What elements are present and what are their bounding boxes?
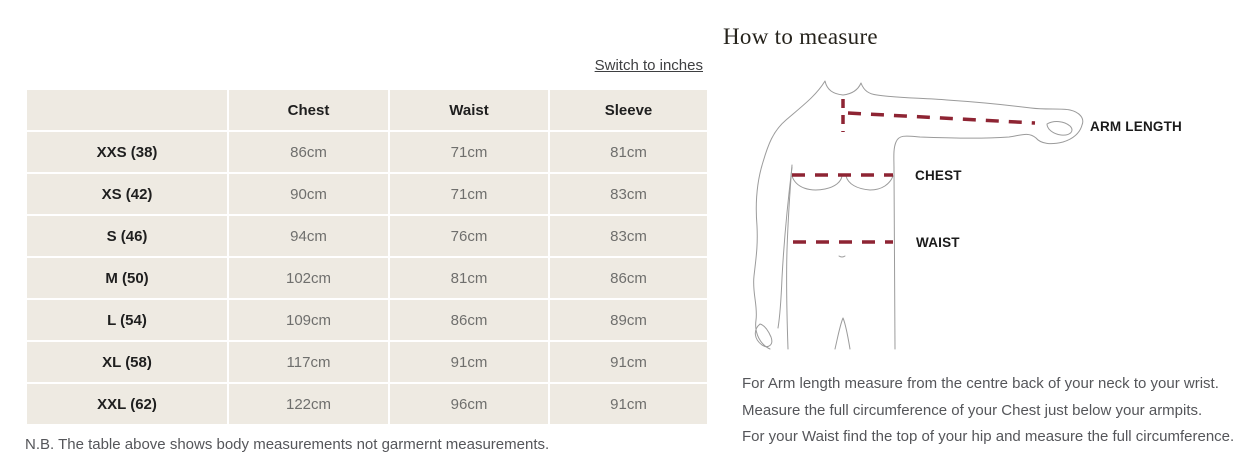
leg-split <box>834 317 851 350</box>
chest-label: CHEST <box>915 168 962 183</box>
table-row-s: S (46) 94cm 76cm 83cm <box>27 216 707 256</box>
pectoral-right <box>845 175 894 191</box>
chest-value: 109cm <box>229 300 388 340</box>
chest-value: 86cm <box>229 132 388 172</box>
navel-mark <box>838 255 846 258</box>
sleeve-value: 91cm <box>550 342 707 382</box>
instruction-arm-length: For Arm length measure from the centre b… <box>742 375 1219 392</box>
instruction-waist: For your Waist find the top of your hip … <box>742 428 1235 445</box>
right-hand-curl <box>1046 121 1073 136</box>
table-row-xxl: XXL (62) 122cm 96cm 91cm <box>27 384 707 424</box>
torso-left-edge <box>786 164 793 350</box>
table-row-m: M (50) 102cm 81cm 86cm <box>27 258 707 298</box>
instruction-chest: Measure the full circumference of your C… <box>742 401 1203 419</box>
waist-value: 81cm <box>390 258 548 298</box>
column-header-waist: Waist <box>390 90 548 130</box>
inner-arm-line <box>777 166 793 329</box>
arm-length-measure-line <box>847 111 1036 125</box>
table-row-l: L (54) 109cm 86cm 89cm <box>27 300 707 340</box>
measurement-diagram-illustration: ARM LENGTH CHEST WAIST <box>753 80 1182 350</box>
sleeve-value: 89cm <box>550 300 707 340</box>
measure-instructions: For Arm length measure from the centre b… <box>742 371 1234 451</box>
waist-label: WAIST <box>916 235 960 250</box>
column-header-chest: Chest <box>229 90 388 130</box>
sleeve-value: 83cm <box>550 216 707 256</box>
chest-value: 117cm <box>229 342 388 382</box>
sleeve-value: 91cm <box>550 384 707 424</box>
size-label: XXS (38) <box>27 132 227 172</box>
chest-value: 90cm <box>229 174 388 214</box>
table-row-xxs: XXS (38) 86cm 71cm 81cm <box>27 132 707 172</box>
chest-value: 122cm <box>229 384 388 424</box>
how-to-measure-title: How to measure <box>723 24 878 49</box>
size-label: S (46) <box>27 216 227 256</box>
sleeve-value: 83cm <box>550 174 707 214</box>
waist-value: 71cm <box>390 174 548 214</box>
chest-value: 94cm <box>229 216 388 256</box>
waist-value: 86cm <box>390 300 548 340</box>
pectoral-left <box>791 175 843 191</box>
size-table: Chest Waist Sleeve XXS (38) 86cm 71cm 81… <box>25 88 709 426</box>
sleeve-value: 81cm <box>550 132 707 172</box>
body-outline <box>753 80 1084 350</box>
size-label: XXL (62) <box>27 384 227 424</box>
size-label: XL (58) <box>27 342 227 382</box>
size-label: XS (42) <box>27 174 227 214</box>
column-header-sleeve: Sleeve <box>550 90 707 130</box>
left-hand-curl <box>754 323 773 348</box>
switch-to-inches-link[interactable]: Switch to inches <box>594 57 703 74</box>
table-header-row: Chest Waist Sleeve <box>27 90 707 130</box>
size-table-corner-cell <box>27 90 227 130</box>
waist-value: 71cm <box>390 132 548 172</box>
chest-value: 102cm <box>229 258 388 298</box>
table-row-xl: XL (58) 117cm 91cm 91cm <box>27 342 707 382</box>
sleeve-value: 86cm <box>550 258 707 298</box>
waist-value: 96cm <box>390 384 548 424</box>
body-measurements-note: N.B. The table above shows body measurem… <box>25 436 550 453</box>
arm-length-label: ARM LENGTH <box>1090 119 1182 134</box>
size-label: M (50) <box>27 258 227 298</box>
waist-value: 91cm <box>390 342 548 382</box>
table-row-xs: XS (42) 90cm 71cm 83cm <box>27 174 707 214</box>
waist-value: 76cm <box>390 216 548 256</box>
size-label: L (54) <box>27 300 227 340</box>
